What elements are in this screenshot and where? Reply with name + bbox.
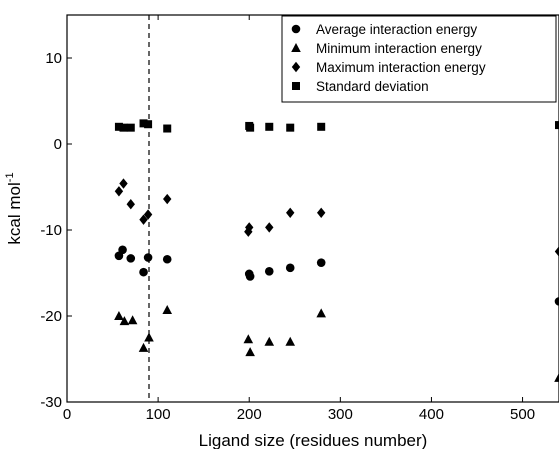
std-dev-point [163,124,172,133]
std-dev-point [317,122,326,131]
minimum-point [144,332,154,342]
legend-marker [291,61,301,73]
x-axis-title: Ligand size (residues number) [199,431,428,449]
legend: Average interaction energy Minimum intera… [281,15,557,103]
maximum-point [114,186,124,197]
y-axis-title-superscript: -1 [4,172,16,182]
axis-ticks: 0 100 200 300 400 500 -30 -20 -10 0 10 [40,15,535,423]
minimum-point [554,372,559,382]
legend-marker [291,24,301,34]
average-point [554,297,559,306]
minimum-point [119,316,130,326]
data-marks [114,119,559,382]
minimum-point [316,308,326,318]
y-tick-label: 10 [45,50,62,67]
average-point [162,254,172,264]
maximum-point [143,209,153,220]
minimum-point [245,347,255,357]
average-point [143,253,153,262]
legend-label: Average interaction energy [316,22,477,37]
maximum-point [265,222,274,233]
maximum-point [317,207,326,218]
std-dev-point [265,122,274,131]
x-tick-label: 500 [510,406,535,423]
maximum-point [139,214,148,225]
x-tick-label: 300 [328,406,353,423]
minimum-point [138,342,149,352]
std-dev-point [139,119,148,128]
average-point [245,272,255,281]
std-dev-point [126,123,135,132]
maximum-point [126,199,135,210]
minimum-point [264,336,275,346]
legend-box [281,15,557,103]
std-dev-point [144,120,153,129]
y-axis-title-main: kcal mol [5,182,24,244]
y-tick-label: -20 [40,308,62,325]
x-tick-label: 0 [63,406,71,423]
legend-marker [291,43,301,52]
y-tick-label: 0 [54,136,62,153]
minimum-point [127,315,138,325]
legend-label: Standard deviation [316,79,429,94]
average-point [316,258,326,267]
x-tick-label: 400 [419,406,444,423]
y-axis-title: kcal mol-1 [4,172,24,244]
plot-frame [66,14,559,403]
maximum-point [286,207,295,218]
x-tick-label: 200 [237,406,262,423]
average-point [264,266,274,276]
average-point [139,267,148,277]
std-dev-point [246,123,255,132]
legend-label: Minimum interaction energy [316,41,482,56]
std-dev-point [286,123,295,132]
minimum-point [114,311,124,320]
minimum-point [285,336,296,346]
maximum-point [163,193,172,205]
std-dev-point [555,121,559,130]
average-point [118,245,127,255]
y-tick-label: -30 [40,394,62,411]
minimum-point [162,304,173,314]
legend-marker [292,82,300,90]
average-point [126,254,136,263]
std-dev-point [119,123,128,132]
std-dev-point [114,122,123,131]
maximum-point [245,222,254,233]
y-tick-label: -10 [40,222,62,239]
maximum-point [554,246,559,257]
x-tick-label: 100 [146,406,171,423]
legend-label: Maximum interaction energy [316,60,486,75]
average-point [285,263,295,273]
maximum-point [119,178,128,189]
minimum-point [243,334,254,344]
